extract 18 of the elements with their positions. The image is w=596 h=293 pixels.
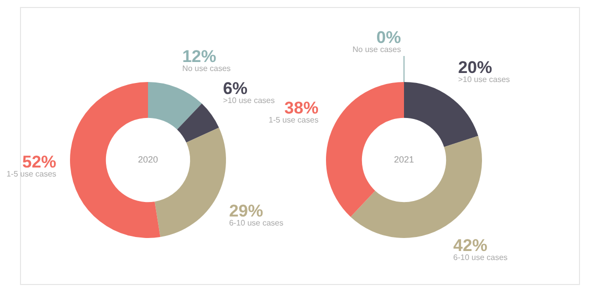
slice-label: 1-5 use cases bbox=[6, 169, 56, 178]
category-label: No use cases bbox=[352, 45, 401, 54]
text: 2020 bbox=[138, 154, 158, 164]
data-label: 20% bbox=[458, 58, 492, 77]
slice-label: 6-10 use cases bbox=[229, 218, 284, 228]
text: 2021 bbox=[394, 154, 414, 164]
data-label: 12% bbox=[182, 46, 216, 66]
data-label: 52% bbox=[22, 152, 56, 172]
data-label: 42% bbox=[453, 236, 488, 255]
slice-label: 1-5 use cases bbox=[268, 115, 318, 124]
data-label: 6% bbox=[222, 78, 248, 98]
slice-label: No use cases bbox=[182, 64, 231, 73]
data-label: 29% bbox=[229, 202, 264, 221]
slice-label: 6-10 use cases bbox=[453, 252, 508, 262]
data-label: 38% bbox=[284, 98, 318, 118]
slice-label: >10 use cases bbox=[222, 96, 275, 105]
slice-label: >10 use cases bbox=[458, 74, 510, 84]
text: 0% bbox=[376, 28, 401, 48]
